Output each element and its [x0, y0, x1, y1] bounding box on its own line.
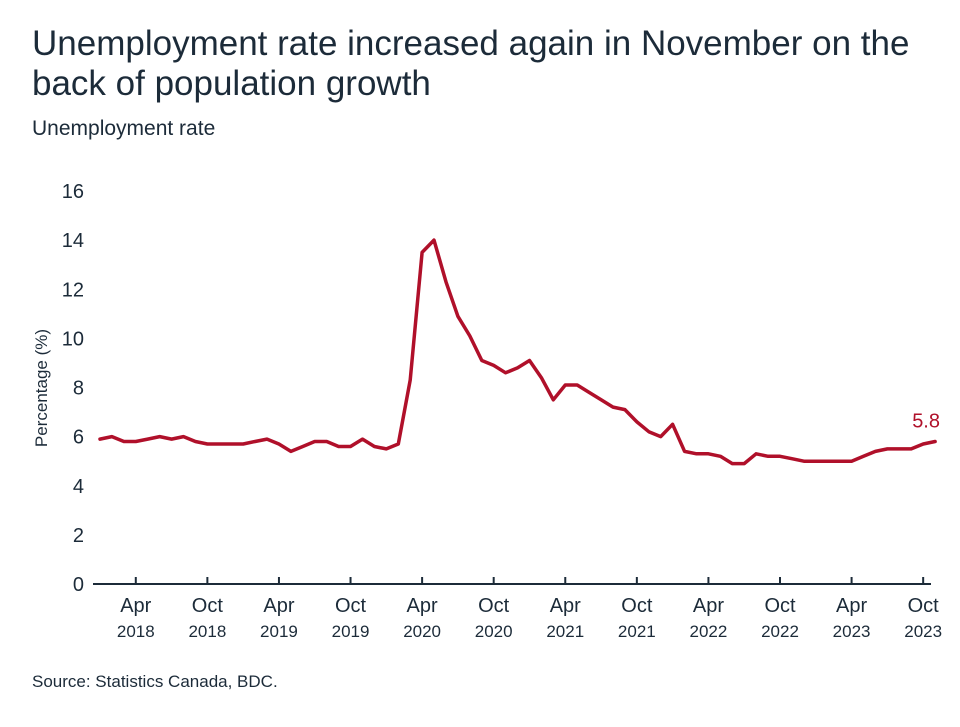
- y-axis-ticks: 0 2 4 6 8 10 12 14 16: [62, 181, 84, 596]
- x-tick-label-month: Oct: [908, 595, 940, 617]
- y-tick-label: 12: [62, 279, 84, 301]
- annotations: 5.8: [912, 411, 940, 433]
- x-tick-label-year: 2021: [618, 622, 656, 641]
- x-tick-label-month: Apr: [550, 595, 581, 617]
- y-tick-label: 6: [73, 427, 84, 449]
- x-tick-label-year: 2022: [690, 622, 728, 641]
- x-tick-label-month: Oct: [478, 595, 510, 617]
- x-tick-label-year: 2023: [833, 622, 871, 641]
- x-tick-label-year: 2023: [904, 622, 942, 641]
- x-tick-label-year: 2018: [117, 622, 155, 641]
- x-tick-label-year: 2019: [332, 622, 370, 641]
- x-tick-label-month: Oct: [335, 595, 367, 617]
- chart-title: Unemployment rate increased again in Nov…: [32, 24, 910, 103]
- x-tick-label-year: 2019: [260, 622, 298, 641]
- series-line-unemployment: [98, 238, 937, 466]
- y-tick-label: 14: [62, 230, 84, 252]
- x-tick-label-month: Apr: [693, 595, 724, 617]
- x-tick-label-year: 2022: [761, 622, 799, 641]
- y-tick-label: 8: [73, 378, 84, 400]
- x-tick-label-month: Apr: [836, 595, 867, 617]
- x-tick-label-month: Apr: [263, 595, 294, 617]
- x-tick-label-month: Oct: [192, 595, 224, 617]
- y-tick-label: 4: [73, 476, 84, 498]
- x-tick-label-year: 2018: [188, 622, 226, 641]
- y-tick-label: 0: [73, 574, 84, 596]
- y-tick-label: 16: [62, 181, 84, 203]
- y-tick-label: 10: [62, 328, 84, 350]
- y-axis-label: Percentage (%): [32, 329, 51, 447]
- x-tick-label-month: Apr: [120, 595, 151, 617]
- x-tick-label-year: 2020: [475, 622, 513, 641]
- source-note: Source: Statistics Canada, BDC.: [32, 672, 278, 691]
- x-tick-label-month: Oct: [764, 595, 796, 617]
- x-tick-label-month: Oct: [621, 595, 653, 617]
- y-tick-label: 2: [73, 525, 84, 547]
- x-tick-label-year: 2020: [403, 622, 441, 641]
- x-tick-label-month: Apr: [407, 595, 438, 617]
- last-value-label: 5.8: [912, 411, 940, 433]
- chart-subtitle: Unemployment rate: [32, 117, 216, 140]
- x-tick-label-year: 2021: [546, 622, 584, 641]
- x-axis-ticks: Apr 2018 Oct 2018 Apr 2019 Oct 2019 Apr 2020 Oct 20…: [117, 577, 942, 641]
